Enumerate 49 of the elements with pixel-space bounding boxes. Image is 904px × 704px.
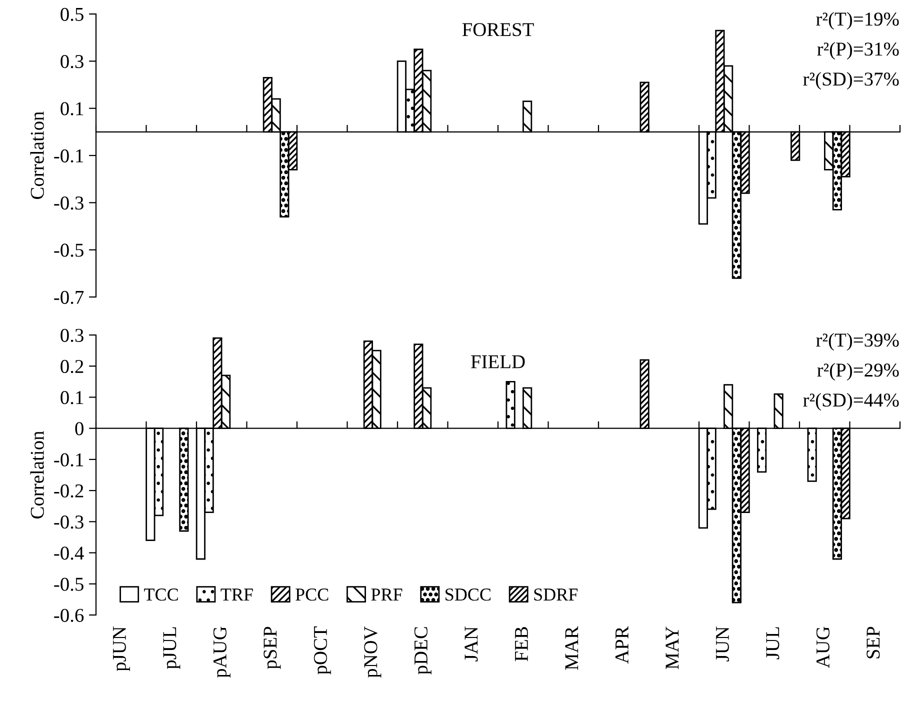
annotation: r²(SD)=44% xyxy=(803,393,899,411)
x-tick-label: JAN xyxy=(464,626,478,662)
text: FIELD xyxy=(471,355,525,368)
legend-label: TCC xyxy=(144,588,178,601)
y-tick-label: 0.1 xyxy=(60,391,84,404)
y-tick-label: -0.1 xyxy=(54,149,84,163)
x-tick-label: pDEC xyxy=(414,627,432,674)
y-tick-label: -0.5 xyxy=(54,244,84,257)
annotation: r²(SD)=37% xyxy=(803,72,899,90)
x-tick-label: AUG xyxy=(816,626,830,668)
y-axis-title: Correlation xyxy=(30,112,44,199)
x-tick-label: pNOV xyxy=(364,626,382,678)
x-tick-label: MAY xyxy=(666,626,679,670)
legend-label: TRF xyxy=(220,588,253,601)
y-tick-label: -0.1 xyxy=(54,453,84,466)
y-tick-label: 0 xyxy=(75,422,84,436)
annotation: r²(T)=19% xyxy=(816,12,899,30)
y-tick-label: 0.2 xyxy=(60,360,84,374)
y-tick-label: -0.2 xyxy=(54,484,84,498)
x-tick-label: APR xyxy=(615,626,628,664)
chart-title: FOREST xyxy=(462,23,534,36)
x-tick-label: JUN xyxy=(716,626,729,662)
x-tick-label: FEB xyxy=(515,627,528,662)
y-tick-label: -0.6 xyxy=(54,608,84,622)
x-tick-label: JUL xyxy=(766,627,780,660)
y-tick-label: -0.4 xyxy=(54,546,84,560)
y-tick-label: 0.3 xyxy=(60,328,84,342)
y-axis-title: Correlation xyxy=(30,431,44,518)
annotation: r²(P)=29% xyxy=(817,363,899,381)
legend-label: PRF xyxy=(371,588,402,601)
y-tick-label: 0.5 xyxy=(60,8,84,22)
x-tick-label: pJUN xyxy=(113,626,130,672)
y-tick-label: -0.5 xyxy=(54,578,84,591)
x-tick-label: SEP xyxy=(866,626,880,658)
x-tick-label: MAR xyxy=(565,626,578,670)
y-tick-label: 0.1 xyxy=(60,102,84,116)
y-tick-label: 0.3 xyxy=(60,54,84,68)
legend-label: PCC xyxy=(296,588,328,601)
y-tick-label: -0.3 xyxy=(54,196,84,210)
x-tick-label: pOCT xyxy=(314,626,331,674)
y-tick-label: -0.7 xyxy=(54,290,84,304)
x-tick-label: pJUL xyxy=(163,627,180,670)
legend-label: SDRF xyxy=(534,588,578,601)
y-tick-label: -0.3 xyxy=(54,515,84,529)
x-tick-label: pSEP xyxy=(264,626,281,670)
x-tick-label: pAUG xyxy=(213,626,230,678)
annotation: r²(P)=31% xyxy=(817,42,899,60)
legend-label: SDCC xyxy=(446,588,491,601)
annotation: r²(T)=39% xyxy=(816,333,899,351)
